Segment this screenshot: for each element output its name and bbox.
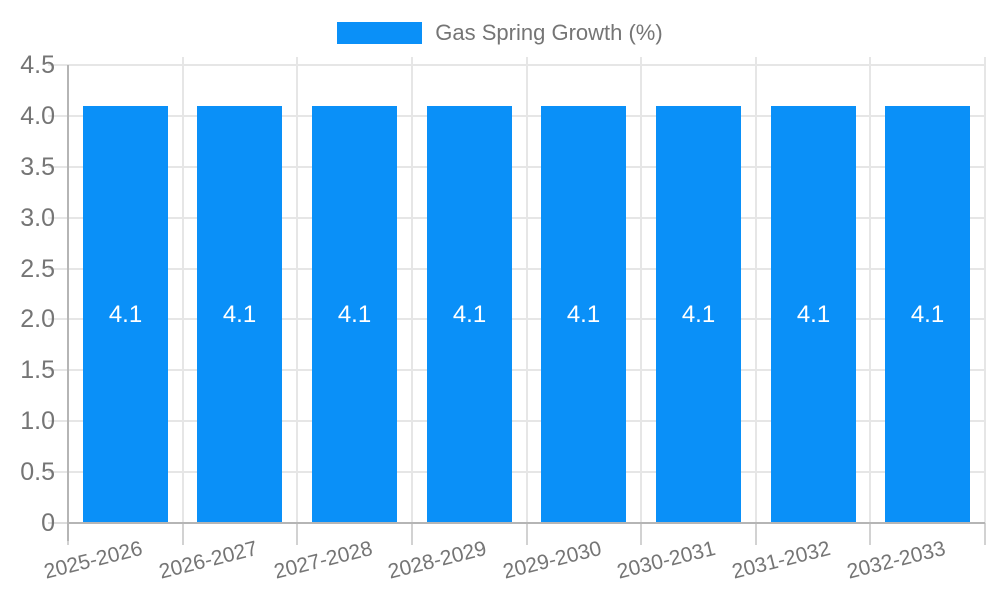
bar[interactable] <box>197 106 282 522</box>
x-tick <box>182 523 184 545</box>
bar[interactable] <box>312 106 397 522</box>
bar[interactable] <box>427 106 512 522</box>
y-axis-label: 3.0 <box>20 204 55 232</box>
gridline-v <box>182 57 184 523</box>
bar[interactable] <box>541 106 626 522</box>
y-axis-label: 4.5 <box>20 51 55 79</box>
legend-label: Gas Spring Growth (%) <box>435 20 663 45</box>
y-axis-label: 0 <box>41 509 55 537</box>
gridline-v <box>411 57 413 523</box>
x-tick <box>411 523 413 545</box>
gridline-h <box>48 115 985 117</box>
legend-swatch <box>337 22 423 44</box>
bar[interactable] <box>771 106 856 522</box>
y-axis-label: 3.5 <box>20 153 55 181</box>
y-axis-label: 1.0 <box>20 407 55 435</box>
gridline-h <box>48 268 985 270</box>
y-tick <box>48 522 68 524</box>
gridline-h <box>48 420 985 422</box>
x-tick <box>526 523 528 545</box>
x-tick <box>755 523 757 545</box>
x-tick <box>984 523 986 545</box>
bar[interactable] <box>885 106 970 522</box>
y-axis-label: 1.5 <box>20 356 55 384</box>
gridline-h <box>48 318 985 320</box>
gridline-h <box>48 217 985 219</box>
x-tick <box>869 523 871 545</box>
y-axis-label: 2.5 <box>20 255 55 283</box>
gridline-v <box>869 57 871 523</box>
gridline-v <box>755 57 757 523</box>
y-axis-label: 4.0 <box>20 102 55 130</box>
bar[interactable] <box>83 106 168 522</box>
y-axis-line <box>67 65 69 541</box>
y-axis-label: 2.0 <box>20 305 55 333</box>
x-tick <box>296 523 298 545</box>
gridline-v <box>640 57 642 523</box>
gridline-v <box>984 57 986 523</box>
x-tick <box>640 523 642 545</box>
gridline-h <box>48 369 985 371</box>
gridline-h <box>48 64 985 66</box>
legend-item[interactable]: Gas Spring Growth (%) <box>0 19 1000 47</box>
x-axis-line <box>67 522 985 524</box>
y-axis-label: 0.5 <box>20 458 55 486</box>
gridline-v <box>296 57 298 523</box>
gridline-h <box>48 471 985 473</box>
gridline-h <box>48 166 985 168</box>
bar[interactable] <box>656 106 741 522</box>
gridline-v <box>526 57 528 523</box>
